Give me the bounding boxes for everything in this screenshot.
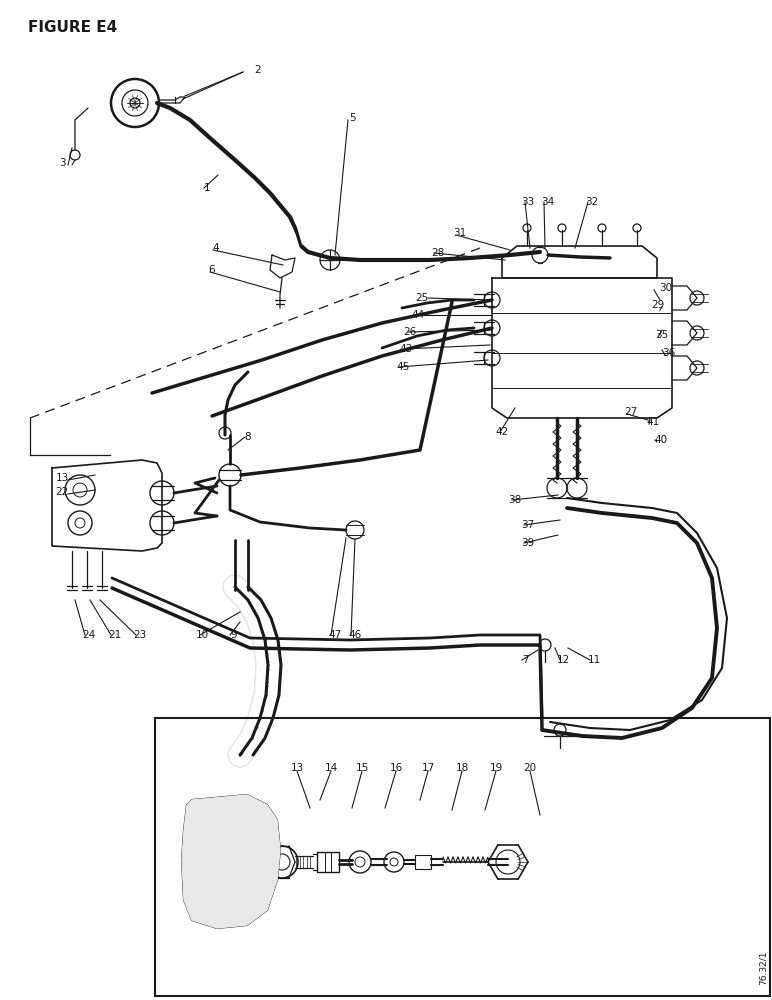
Bar — [155, 718, 770, 996]
Text: 18: 18 — [455, 763, 469, 773]
Text: 38: 38 — [509, 495, 522, 505]
Text: 40: 40 — [655, 435, 668, 445]
Text: 12: 12 — [557, 655, 570, 665]
Text: 45: 45 — [396, 362, 410, 372]
Text: 13: 13 — [56, 473, 69, 483]
Text: 11: 11 — [587, 655, 601, 665]
Text: 37: 37 — [521, 520, 535, 530]
Text: 34: 34 — [541, 197, 554, 207]
Text: 7: 7 — [522, 655, 528, 665]
Text: 13: 13 — [290, 763, 303, 773]
Text: 5: 5 — [349, 113, 355, 123]
Text: 25: 25 — [415, 293, 428, 303]
Text: 3: 3 — [59, 158, 66, 168]
Text: 1: 1 — [204, 183, 210, 193]
Text: 4: 4 — [213, 243, 219, 253]
Text: 20: 20 — [523, 763, 537, 773]
Text: 10: 10 — [195, 630, 208, 640]
Text: 35: 35 — [655, 330, 669, 340]
Text: 17: 17 — [422, 763, 435, 773]
Text: 31: 31 — [453, 228, 466, 238]
Text: 26: 26 — [404, 327, 417, 337]
Text: 39: 39 — [521, 538, 535, 548]
Text: FIGURE E4: FIGURE E4 — [28, 20, 117, 35]
Text: 22: 22 — [56, 487, 69, 497]
Text: 29: 29 — [652, 300, 665, 310]
Text: 32: 32 — [585, 197, 598, 207]
Text: 15: 15 — [355, 763, 368, 773]
Text: 46: 46 — [348, 630, 361, 640]
Text: 27: 27 — [625, 407, 638, 417]
Text: 44: 44 — [411, 310, 425, 320]
Text: 43: 43 — [399, 344, 412, 354]
Polygon shape — [182, 795, 280, 928]
Text: 19: 19 — [489, 763, 503, 773]
Text: 9: 9 — [231, 630, 237, 640]
Text: 2: 2 — [255, 65, 261, 75]
Text: 30: 30 — [659, 283, 672, 293]
Bar — [415, 855, 431, 869]
Text: 33: 33 — [521, 197, 535, 207]
Text: 47: 47 — [328, 630, 342, 640]
Text: 16: 16 — [389, 763, 403, 773]
Text: 21: 21 — [108, 630, 122, 640]
Text: 76.32/1: 76.32/1 — [759, 951, 767, 985]
Text: 24: 24 — [83, 630, 96, 640]
Text: 23: 23 — [134, 630, 147, 640]
Text: 14: 14 — [324, 763, 337, 773]
Text: 36: 36 — [662, 348, 676, 358]
Text: 42: 42 — [496, 427, 509, 437]
Text: 6: 6 — [208, 265, 215, 275]
Text: 41: 41 — [646, 417, 659, 427]
Text: 28: 28 — [432, 248, 445, 258]
Text: 8: 8 — [245, 432, 252, 442]
